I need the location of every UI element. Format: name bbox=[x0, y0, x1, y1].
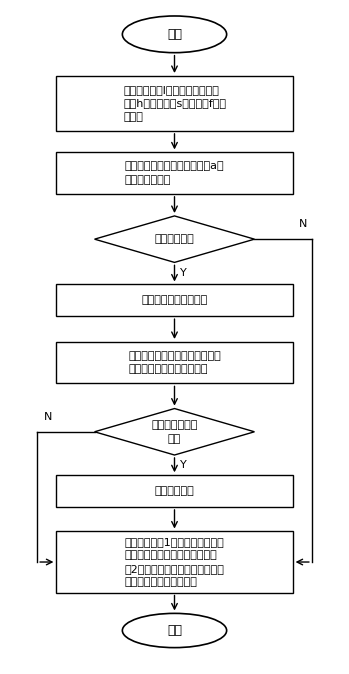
FancyBboxPatch shape bbox=[56, 76, 293, 131]
Polygon shape bbox=[95, 216, 254, 262]
Text: 开始: 开始 bbox=[167, 28, 182, 41]
Text: Y: Y bbox=[180, 268, 186, 278]
Text: 是否能紧线？: 是否能紧线？ bbox=[155, 234, 194, 244]
Text: Y: Y bbox=[180, 460, 186, 470]
Text: 输入导线紧线目标弧垂: 输入导线紧线目标弧垂 bbox=[141, 295, 208, 305]
Polygon shape bbox=[95, 408, 254, 455]
FancyBboxPatch shape bbox=[56, 475, 293, 507]
Text: 结束: 结束 bbox=[167, 624, 182, 637]
Text: N: N bbox=[299, 219, 307, 229]
Text: 计算导线弧线的函数方程参数a及
导线最低点应力: 计算导线弧线的函数方程参数a及 导线最低点应力 bbox=[125, 161, 224, 185]
Ellipse shape bbox=[122, 16, 227, 53]
Text: 根据目标弧垂求得导线改造后的
函数参数及导线最低点应力: 根据目标弧垂求得导线改造后的 函数参数及导线最低点应力 bbox=[128, 351, 221, 375]
Text: 输出结果：（1）若能紧线且紧线
目标合适，则输出紧线长度值；
（2）若不能紧线或紧线目标不合
适，则输出告警或建议。: 输出结果：（1）若能紧线且紧线 目标合适，则输出紧线长度值； （2）若不能紧线或… bbox=[125, 537, 224, 588]
FancyBboxPatch shape bbox=[56, 342, 293, 384]
Text: 输入导线档距l、导线两悬挂点高
度差h、导线长度s（或弧垂f）等
数据。: 输入导线档距l、导线两悬挂点高 度差h、导线长度s（或弧垂f）等 数据。 bbox=[123, 85, 226, 122]
Text: 紧线目标是否合
适？: 紧线目标是否合 适？ bbox=[151, 420, 198, 443]
FancyBboxPatch shape bbox=[56, 152, 293, 194]
Text: N: N bbox=[44, 412, 52, 422]
FancyBboxPatch shape bbox=[56, 284, 293, 316]
FancyBboxPatch shape bbox=[56, 531, 293, 592]
Ellipse shape bbox=[122, 613, 227, 648]
Text: 计算紧线长度: 计算紧线长度 bbox=[155, 486, 194, 496]
